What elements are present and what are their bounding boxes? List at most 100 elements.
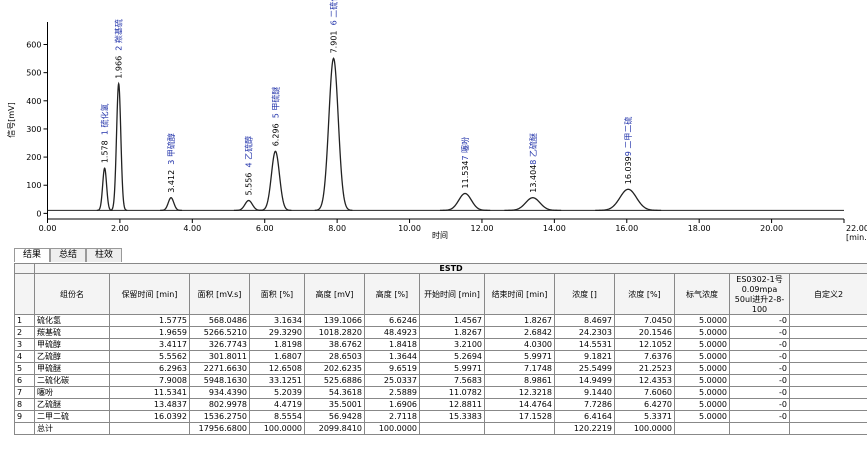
cell: 乙硫醚: [34, 398, 110, 411]
cell: [484, 422, 555, 435]
y-tick-label: 500: [26, 69, 41, 78]
cell: 面积 [%]: [249, 273, 305, 315]
cell: 100.0000: [614, 422, 675, 435]
cell: 5.0000: [674, 374, 730, 387]
peak-rt-label: 3.412: [167, 170, 176, 193]
cell: 9.1821: [554, 350, 615, 363]
cell: 1.8267: [419, 326, 485, 339]
cell: 1.6807: [249, 350, 305, 363]
cell: [788, 410, 867, 423]
cell: 5.0000: [674, 338, 730, 351]
cell: 6.4270: [614, 398, 675, 411]
cell: 568.0486: [189, 314, 250, 327]
cell: 202.6235: [304, 362, 365, 375]
cell: 1.6906: [364, 398, 420, 411]
cell: 100.0000: [364, 422, 420, 435]
cell: 25.0337: [364, 374, 420, 387]
peak: [259, 150, 292, 211]
peak: [439, 192, 491, 212]
cell: 7.5683: [419, 374, 485, 387]
cell: [788, 326, 867, 339]
cell: 17.1528: [484, 410, 555, 423]
cell: 1.9659: [109, 326, 190, 339]
cell: 29.3290: [249, 326, 305, 339]
cell: -0: [729, 362, 790, 375]
x-tick-label: 18.00: [688, 224, 711, 233]
cell: 5.3371: [614, 410, 675, 423]
cell: [788, 422, 867, 435]
cell: 5948.1630: [189, 374, 250, 387]
cell: 802.9978: [189, 398, 250, 411]
peak-name-label: 8 乙硫醚: [528, 133, 538, 165]
x-tick-label: 6.00: [256, 224, 274, 233]
cell: 5.9971: [484, 350, 555, 363]
peak: [314, 57, 353, 211]
cell: [674, 422, 730, 435]
cell: [419, 422, 485, 435]
cell: 6.2963: [109, 362, 190, 375]
cell: 1.5775: [109, 314, 190, 327]
cell: 2.5889: [364, 386, 420, 399]
x-axis-label: 时间: [432, 230, 448, 240]
cell: 总计: [34, 422, 110, 435]
peak: [233, 199, 264, 212]
x-unit: [min.]: [846, 233, 867, 242]
cell: 结束时间 [min]: [484, 273, 555, 315]
cell: 开始时间 [min]: [419, 273, 485, 315]
cell: 5.0000: [674, 410, 730, 423]
cell: 硫化氢: [34, 314, 110, 327]
cell: 2.7118: [364, 410, 420, 423]
cell: 3: [14, 338, 35, 351]
cell: 保留时间 [min]: [109, 273, 190, 315]
cell: [14, 263, 35, 274]
cell: 12.6508: [249, 362, 305, 375]
cell: [788, 374, 867, 387]
cell: 20.1546: [614, 326, 675, 339]
cell: 5266.5210: [189, 326, 250, 339]
cell: [14, 422, 35, 435]
cell: 11.0782: [419, 386, 485, 399]
x-tick-label: 8.00: [328, 224, 346, 233]
tab[interactable]: 柱效: [86, 248, 123, 262]
cell: 9: [14, 410, 35, 423]
peak-name-label: 1 硫化氢: [100, 104, 110, 136]
cell: 24.2303: [554, 326, 615, 339]
cell: 7.6060: [614, 386, 675, 399]
cell: ES0302-1号 0.09mpa 50ul进升2-8-100: [729, 273, 790, 315]
cell: 1.8198: [249, 338, 305, 351]
tab[interactable]: 总结: [50, 248, 87, 262]
cell: 12.1052: [614, 338, 675, 351]
cell: 1.8418: [364, 338, 420, 351]
tab-bar: 结果 总结 柱效: [14, 248, 123, 262]
cell: 1: [14, 314, 35, 327]
cell: -0: [729, 398, 790, 411]
cell: 浓度 [%]: [614, 273, 675, 315]
cell: 羰基硫: [34, 326, 110, 339]
cell: [14, 273, 35, 315]
cell: 9.1440: [554, 386, 615, 399]
cell: 33.1251: [249, 374, 305, 387]
cell: -0: [729, 374, 790, 387]
cell: 301.8011: [189, 350, 250, 363]
cell: [788, 338, 867, 351]
cell: 21.2523: [614, 362, 675, 375]
cell: 48.4923: [364, 326, 420, 339]
x-tick-label: 2.00: [111, 224, 129, 233]
cell: [788, 386, 867, 399]
tab[interactable]: 结果: [14, 248, 51, 262]
peak-rt-label: 7.901: [330, 30, 339, 53]
cell: 4.0300: [484, 338, 555, 351]
cell: 8.5554: [249, 410, 305, 423]
peak-rt-label: 16.039: [624, 156, 633, 184]
cell: 5.0000: [674, 314, 730, 327]
cell: 二甲二硫: [34, 410, 110, 423]
cell: 9.6519: [364, 362, 420, 375]
cell: 8.4697: [554, 314, 615, 327]
cell: -0: [729, 338, 790, 351]
peak: [595, 188, 662, 212]
cell: 8.9861: [484, 374, 555, 387]
cell: 5.2694: [419, 350, 485, 363]
cell: 7.7286: [554, 398, 615, 411]
cell: [788, 362, 867, 375]
cell: 甲硫醇: [34, 338, 110, 351]
